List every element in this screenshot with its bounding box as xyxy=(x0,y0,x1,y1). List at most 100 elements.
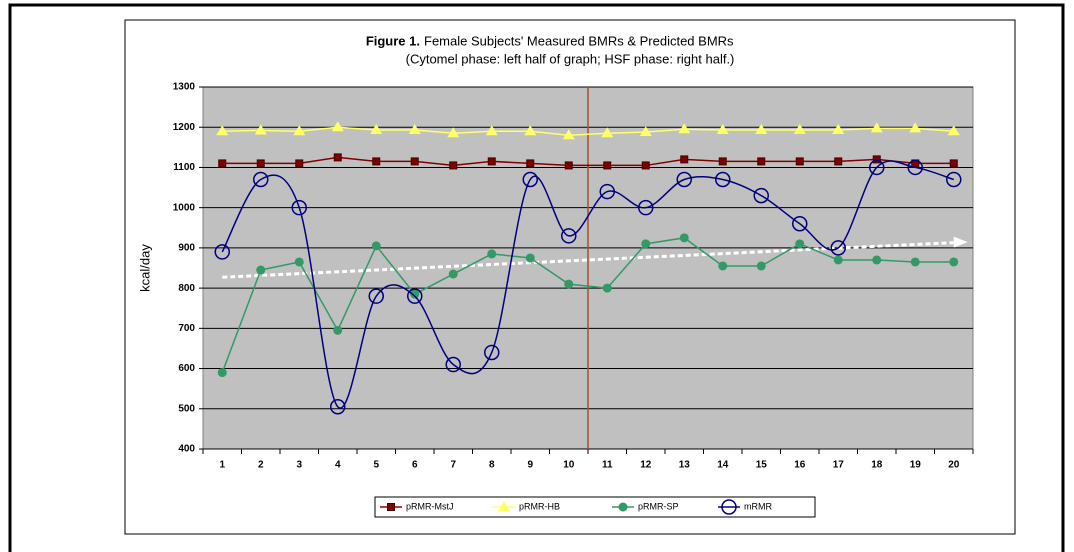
data-point xyxy=(487,249,497,259)
x-tick-label: 4 xyxy=(335,460,341,471)
series-line xyxy=(221,237,954,373)
data-point xyxy=(449,161,458,170)
x-tick-label: 8 xyxy=(489,460,495,471)
y-tick-label: 1300 xyxy=(173,82,196,93)
data-point xyxy=(408,124,421,135)
data-point xyxy=(949,159,958,168)
x-tick-label: 20 xyxy=(948,460,960,471)
data-point xyxy=(676,171,692,188)
data-point xyxy=(293,125,306,136)
x-tick-label: 12 xyxy=(640,460,652,471)
x-tick-label: 18 xyxy=(871,460,883,471)
x-tick-label: 6 xyxy=(412,460,418,471)
y-tick-label: 1200 xyxy=(173,122,196,133)
data-point xyxy=(445,356,461,373)
y-tick-label: 500 xyxy=(178,403,195,414)
data-point xyxy=(795,157,804,166)
y-tick-label: 800 xyxy=(178,283,195,294)
data-point xyxy=(218,159,227,168)
legend-marker xyxy=(618,502,628,512)
data-point xyxy=(522,171,538,188)
x-tick-label: 16 xyxy=(794,460,806,471)
y-axis-label: kcal/day xyxy=(137,244,152,292)
data-point xyxy=(678,123,691,134)
data-point xyxy=(254,124,267,135)
y-tick-label: 700 xyxy=(178,323,195,334)
data-point xyxy=(561,228,577,244)
chart-title-label: Figure 1. xyxy=(366,33,420,48)
data-point xyxy=(755,124,768,135)
data-point xyxy=(793,124,806,135)
data-point xyxy=(217,368,227,378)
data-point xyxy=(641,239,651,249)
data-point xyxy=(715,171,731,188)
x-tick-label: 9 xyxy=(527,460,533,471)
data-point xyxy=(564,161,573,170)
legend-label: pRMR-MstJ xyxy=(406,501,454,511)
data-point xyxy=(256,159,265,168)
y-tick-label: 900 xyxy=(178,243,195,254)
data-point xyxy=(718,261,728,271)
x-tick-label: 14 xyxy=(717,460,729,471)
legend-box xyxy=(374,496,816,518)
series-line xyxy=(222,156,954,167)
data-point xyxy=(256,265,266,275)
data-point xyxy=(947,125,960,136)
data-point xyxy=(331,121,344,132)
data-point xyxy=(946,171,962,188)
data-point xyxy=(485,125,498,136)
data-point xyxy=(487,157,496,166)
data-point xyxy=(949,257,959,267)
data-point xyxy=(447,127,460,138)
x-tick-label: 2 xyxy=(258,460,264,471)
data-point xyxy=(371,241,381,251)
data-point xyxy=(599,183,615,200)
data-point xyxy=(291,199,307,216)
y-tick-label: 400 xyxy=(178,444,195,455)
trend-arrow xyxy=(953,236,968,248)
data-point xyxy=(524,125,537,136)
data-point xyxy=(753,187,769,204)
data-point xyxy=(564,279,574,289)
x-tick-label: 15 xyxy=(756,460,768,471)
data-point xyxy=(872,255,882,265)
data-point xyxy=(757,157,766,166)
data-point xyxy=(869,159,885,176)
data-point xyxy=(525,253,535,263)
series-line xyxy=(221,160,954,409)
outer-frame xyxy=(8,3,1065,552)
data-point xyxy=(333,153,342,162)
data-point xyxy=(370,124,383,135)
y-tick-label: 1000 xyxy=(173,202,196,213)
data-point xyxy=(638,199,654,216)
data-point xyxy=(407,288,423,304)
data-point xyxy=(680,155,689,164)
legend-marker xyxy=(387,503,395,511)
legend-label: pRMR-SP xyxy=(638,501,679,511)
chart-subtitle: (Cytomel phase: left half of graph; HSF … xyxy=(406,51,735,66)
data-point xyxy=(562,129,575,140)
x-tick-label: 3 xyxy=(296,460,302,471)
data-point xyxy=(679,233,689,243)
data-point xyxy=(832,124,845,135)
x-tick-label: 19 xyxy=(910,460,922,471)
data-point xyxy=(872,155,881,164)
legend-label: mRMR xyxy=(744,501,772,511)
data-point xyxy=(368,288,384,304)
data-point xyxy=(602,283,612,293)
data-point xyxy=(870,122,883,133)
x-tick-label: 5 xyxy=(373,460,379,471)
data-point xyxy=(639,126,652,137)
data-point xyxy=(295,159,304,168)
data-point xyxy=(907,159,923,176)
legend-marker xyxy=(721,499,737,515)
data-point xyxy=(756,261,766,271)
x-tick-label: 13 xyxy=(679,460,691,471)
data-point xyxy=(834,157,843,166)
legend-label: pRMR-HB xyxy=(519,501,560,511)
data-point xyxy=(792,216,808,232)
chart-title: Female Subjects' Measured BMRs & Predict… xyxy=(424,33,734,48)
data-point xyxy=(333,325,343,335)
data-point xyxy=(372,157,381,166)
